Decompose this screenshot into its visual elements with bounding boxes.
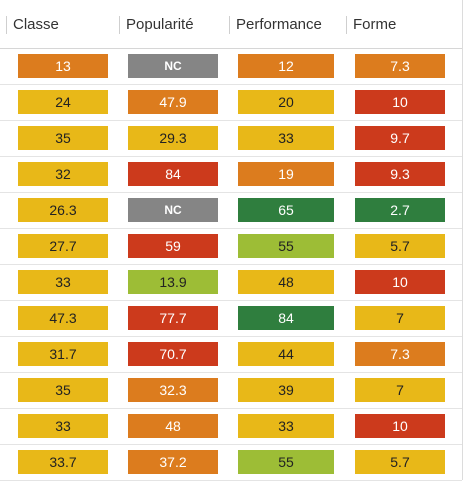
forme-badge: 5.7	[355, 234, 445, 258]
forme-badge: 2.7	[355, 198, 445, 222]
performance-badge: 44	[238, 342, 334, 366]
forme-badge: 7	[355, 378, 445, 402]
performance-badge: 55	[238, 234, 334, 258]
popularite-badge: 59	[128, 234, 218, 258]
performance-badge: 55	[238, 450, 334, 474]
table-row: 24 47.9 20 10	[0, 85, 462, 121]
table-row: 33 48 33 10	[0, 409, 462, 445]
forme-badge: 10	[355, 270, 445, 294]
forme-badge: 9.3	[355, 162, 445, 186]
column-header-forme[interactable]: Forme	[346, 16, 396, 34]
performance-badge: 19	[238, 162, 334, 186]
popularite-badge: 70.7	[128, 342, 218, 366]
classe-badge: 33	[18, 414, 108, 438]
table-row: 33.7 37.2 55 5.7	[0, 445, 462, 481]
performance-badge: 33	[238, 126, 334, 150]
table-row: 33 13.9 48 10	[0, 265, 462, 301]
classe-badge: 26.3	[18, 198, 108, 222]
table-row: 31.7 70.7 44 7.3	[0, 337, 462, 373]
column-header-classe[interactable]: Classe	[6, 16, 59, 34]
classe-badge: 33	[18, 270, 108, 294]
forme-badge: 5.7	[355, 450, 445, 474]
performance-badge: 39	[238, 378, 334, 402]
classe-badge: 24	[18, 90, 108, 114]
table-row: 47.3 77.7 84 7	[0, 301, 462, 337]
performance-badge: 20	[238, 90, 334, 114]
classe-badge: 31.7	[18, 342, 108, 366]
table-row: 32 84 19 9.3	[0, 157, 462, 193]
popularite-badge: 37.2	[128, 450, 218, 474]
performance-badge: 65	[238, 198, 334, 222]
table-body: 13 NC 12 7.3 24 47.9 20 10 35 29.3 33 9.7 32 84 19 9.3 2…	[0, 49, 462, 481]
popularite-badge: 13.9	[128, 270, 218, 294]
classe-badge: 32	[18, 162, 108, 186]
classe-badge: 13	[18, 54, 108, 78]
table-row: 26.3 NC 65 2.7	[0, 193, 462, 229]
classe-badge: 47.3	[18, 306, 108, 330]
forme-badge: 10	[355, 414, 445, 438]
classe-badge: 35	[18, 378, 108, 402]
table-row: 27.7 59 55 5.7	[0, 229, 462, 265]
table-row: 35 29.3 33 9.7	[0, 121, 462, 157]
forme-badge: 7.3	[355, 54, 445, 78]
forme-badge: 9.7	[355, 126, 445, 150]
classe-badge: 27.7	[18, 234, 108, 258]
popularite-badge: 47.9	[128, 90, 218, 114]
classe-badge: 33.7	[18, 450, 108, 474]
table-header: Classe Popularité Performance Forme	[0, 0, 462, 49]
popularite-badge: 48	[128, 414, 218, 438]
table-row: 35 32.3 39 7	[0, 373, 462, 409]
popularite-badge: NC	[128, 54, 218, 78]
performance-badge: 12	[238, 54, 334, 78]
column-header-performance[interactable]: Performance	[229, 16, 322, 34]
popularite-badge: 84	[128, 162, 218, 186]
popularite-badge: 32.3	[128, 378, 218, 402]
forme-badge: 7.3	[355, 342, 445, 366]
classe-badge: 35	[18, 126, 108, 150]
column-header-popularite[interactable]: Popularité	[119, 16, 194, 34]
popularite-badge: 29.3	[128, 126, 218, 150]
performance-badge: 48	[238, 270, 334, 294]
table-row: 13 NC 12 7.3	[0, 49, 462, 85]
popularite-badge: NC	[128, 198, 218, 222]
performance-badge: 84	[238, 306, 334, 330]
performance-badge: 33	[238, 414, 334, 438]
popularite-badge: 77.7	[128, 306, 218, 330]
forme-badge: 7	[355, 306, 445, 330]
forme-badge: 10	[355, 90, 445, 114]
